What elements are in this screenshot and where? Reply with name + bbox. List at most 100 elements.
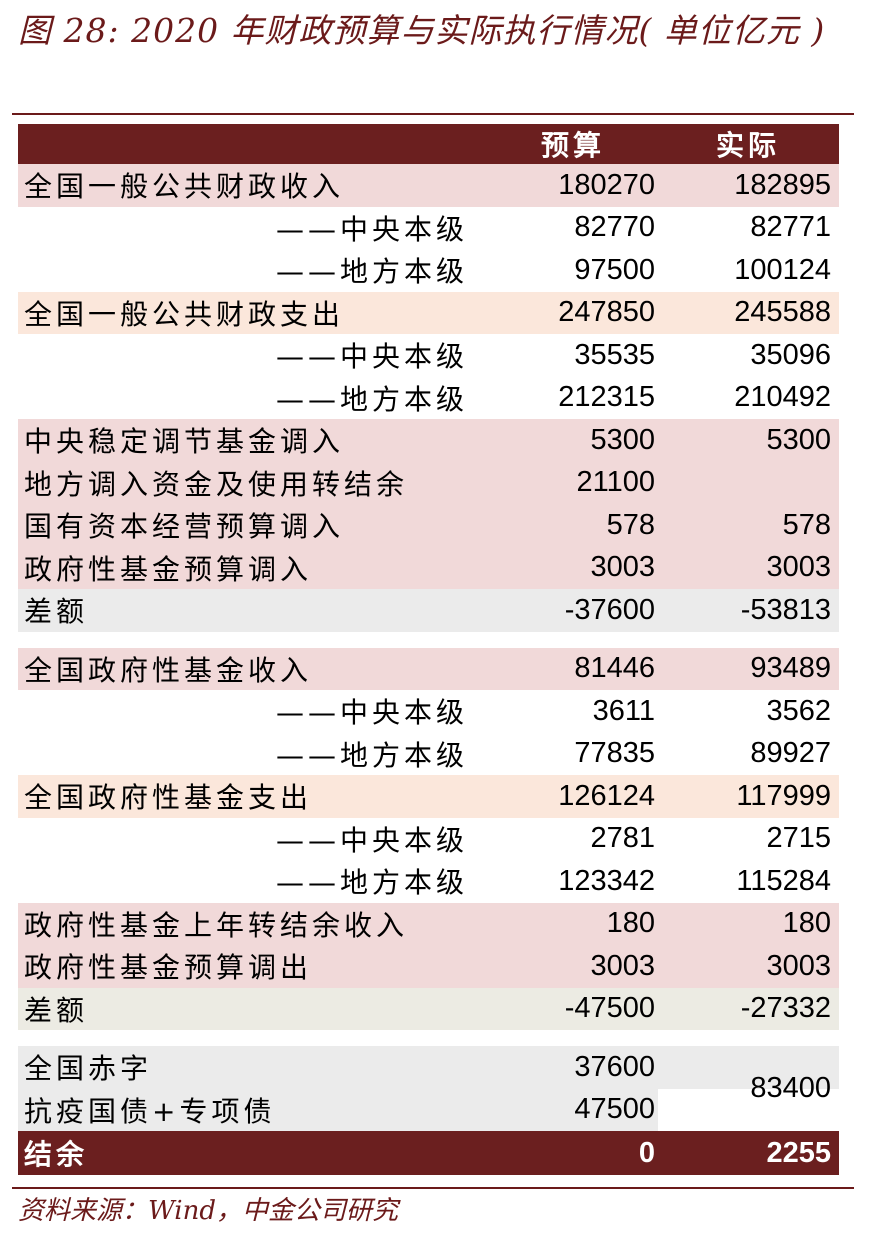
row-label: 差额 <box>24 595 89 629</box>
table-row: ——地方本级 97500 100124 <box>18 249 839 292</box>
deficit-group: 全国赤字 37600 抗疫国债+专项债 47500 83400 <box>18 1046 839 1131</box>
header-budget: 预算 <box>540 129 605 162</box>
table-row: ——地方本级 212315 210492 <box>18 377 839 420</box>
row-label: 抗疫国债+专项债 <box>24 1094 276 1128</box>
row-label: ——地方本级 <box>276 866 469 900</box>
budget-value: 3003 <box>590 949 655 982</box>
actual-value: 115284 <box>736 864 831 897</box>
budget-value: 3611 <box>592 694 655 727</box>
actual-value: 210492 <box>734 381 831 414</box>
actual-value: 578 <box>782 508 831 541</box>
row-label: 政府性基金上年转结余收入 <box>24 908 409 942</box>
row-label: 全国政府性基金收入 <box>24 653 313 687</box>
actual-value: -27332 <box>740 992 831 1025</box>
actual-value: 3003 <box>766 551 831 584</box>
budget-value: 35535 <box>574 338 655 371</box>
row-label: 政府性基金预算调出 <box>24 951 313 985</box>
budget-value: 123342 <box>558 864 655 897</box>
row-label: 国有资本经营预算调入 <box>24 510 345 544</box>
row-label: 全国一般公共财政支出 <box>24 297 345 331</box>
budget-value: 21100 <box>576 466 656 499</box>
actual-value: 2255 <box>766 1136 831 1169</box>
header-actual: 实际 <box>715 129 780 162</box>
actual-value: 245588 <box>734 296 831 329</box>
actual-value: 5300 <box>766 423 831 456</box>
figure-title: 图 28: 2020 年财政预算与实际执行情况( 单位亿元 ) <box>18 11 826 50</box>
table-row: 政府性基金上年转结余收入 180 180 <box>18 902 839 945</box>
row-label: 政府性基金预算调入 <box>24 552 313 586</box>
bottom-rule <box>12 1187 854 1189</box>
merged-actual-value: 83400 <box>750 1072 831 1104</box>
table-row: 全国赤字 37600 <box>18 1046 658 1089</box>
row-label: 结余 <box>24 1138 89 1171</box>
row-label: 差额 <box>24 993 89 1027</box>
actual-value: -53813 <box>740 593 831 626</box>
table-row: 全国政府性基金支出 126124 117999 <box>18 775 839 818</box>
section-gap <box>18 1030 839 1046</box>
table-row: ——地方本级 77835 89927 <box>18 733 839 776</box>
budget-value: 77835 <box>574 737 655 770</box>
budget-value: -47500 <box>564 992 655 1025</box>
budget-value: 97500 <box>574 253 655 286</box>
budget-value: 47500 <box>574 1093 655 1126</box>
table-row: ——中央本级 35535 35096 <box>18 334 839 377</box>
row-label: ——中央本级 <box>276 340 469 374</box>
table-row: 差额 -47500 -27332 <box>18 987 839 1030</box>
actual-value: 100124 <box>734 253 831 286</box>
actual-value: 2715 <box>766 822 831 855</box>
table-row: 抗疫国债+专项债 47500 <box>18 1089 658 1132</box>
actual-value: 3562 <box>766 694 831 727</box>
source-note: 资料来源：Wind，中金公司研究 <box>18 1196 398 1226</box>
budget-value: 180270 <box>558 168 655 201</box>
table-row: 地方调入资金及使用转结余 21100 <box>18 461 839 505</box>
budget-value: 180 <box>606 907 655 940</box>
actual-value: 3003 <box>766 949 831 982</box>
budget-value: 2781 <box>590 822 655 855</box>
top-rule <box>12 113 854 115</box>
table-row: 政府性基金预算调出 3003 3003 <box>18 945 839 988</box>
actual-value: 117999 <box>736 779 831 812</box>
row-label: 中央稳定调节基金调入 <box>24 425 345 459</box>
budget-value: -37600 <box>564 593 655 626</box>
table-row: 中央稳定调节基金调入 5300 5300 <box>18 419 839 462</box>
row-label: 地方调入资金及使用转结余 <box>24 467 409 501</box>
table-row: 全国政府性基金收入 81446 93489 <box>18 647 839 690</box>
budget-value: 126124 <box>558 779 655 812</box>
fiscal-table: 预算 实际 全国一般公共财政收入 180270 182895 ——中央本级 82… <box>18 124 839 1175</box>
table-row: 政府性基金预算调入 3003 3003 <box>18 546 839 589</box>
table-row: ——中央本级 82770 82771 <box>18 207 839 250</box>
budget-value: 82770 <box>574 211 655 244</box>
table-row: 全国一般公共财政收入 180270 182895 <box>18 164 839 207</box>
table-row: 全国一般公共财政支出 247850 245588 <box>18 291 839 334</box>
row-label: ——中央本级 <box>276 696 469 730</box>
budget-value: 212315 <box>558 381 655 414</box>
row-label: ——地方本级 <box>276 382 469 416</box>
table-row: ——中央本级 2781 2715 <box>18 818 839 861</box>
actual-value: 182895 <box>734 168 831 201</box>
table-row: 差额 -37600 -53813 <box>18 589 839 632</box>
row-label: ——地方本级 <box>276 255 469 289</box>
table-row: ——中央本级 3611 3562 <box>18 690 839 733</box>
table-row: 国有资本经营预算调入 578 578 <box>18 504 839 547</box>
row-label: 全国一般公共财政收入 <box>24 170 345 204</box>
section-gap <box>18 632 839 648</box>
budget-value: 578 <box>606 508 655 541</box>
budget-value: 5300 <box>590 423 655 456</box>
budget-value: 0 <box>638 1136 655 1169</box>
actual-value: 93489 <box>750 652 831 685</box>
table-row-total: 结余 0 2255 <box>18 1131 839 1175</box>
actual-value: 82771 <box>750 211 831 244</box>
actual-value <box>658 462 831 505</box>
blank-cell <box>658 1088 839 1131</box>
row-label: ——地方本级 <box>276 738 469 772</box>
actual-value: 89927 <box>750 737 831 770</box>
actual-value: 35096 <box>750 338 831 371</box>
row-label: 全国政府性基金支出 <box>24 781 313 815</box>
row-label: 全国赤字 <box>24 1052 153 1086</box>
table-header: 预算 实际 <box>18 124 839 164</box>
budget-value: 3003 <box>590 551 655 584</box>
table-row: ——地方本级 123342 115284 <box>18 860 839 903</box>
actual-value: 180 <box>782 907 831 940</box>
row-label: ——中央本级 <box>276 823 469 857</box>
budget-value: 37600 <box>574 1050 655 1083</box>
